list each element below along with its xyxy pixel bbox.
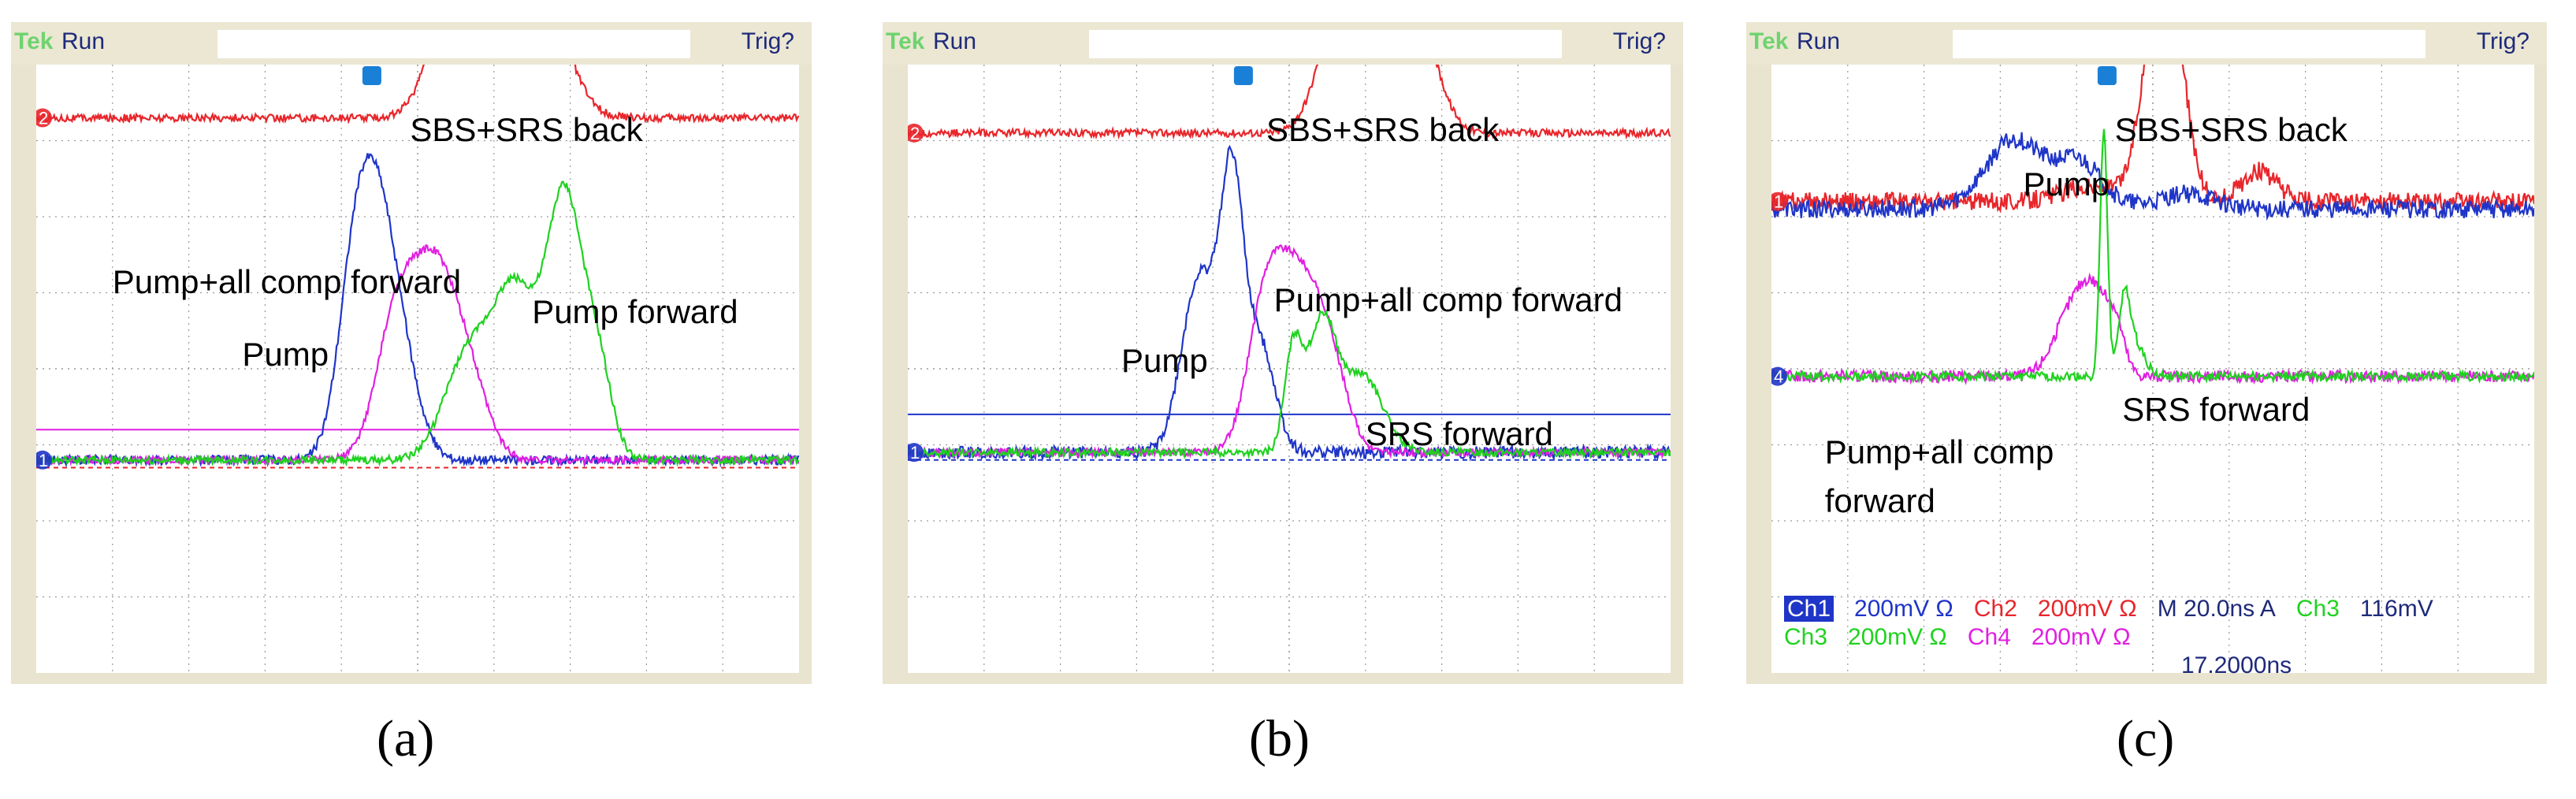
brand-label: Tek xyxy=(1749,28,1789,54)
brand-label: Tek xyxy=(886,28,925,54)
channel-marker-number: 1 xyxy=(1774,192,1783,212)
channel-marker: 2 xyxy=(36,109,52,128)
trigger-position-bar xyxy=(217,30,690,58)
channel-marker-badge xyxy=(36,108,52,128)
annotation-label: forward xyxy=(1824,481,1935,519)
trigger-marker-box xyxy=(2097,66,2117,85)
channel-marker-number: 4 xyxy=(1774,367,1783,387)
trigger-marker-box xyxy=(1233,66,1253,85)
trigger-position-bar xyxy=(1089,30,1562,58)
annotation-label: SRS forward xyxy=(2122,390,2310,428)
annotation-label: Pump forward xyxy=(532,293,738,331)
panel-caption: (c) xyxy=(2117,710,2175,767)
channel-marker-number: 1 xyxy=(39,451,48,470)
channel-marker-badge xyxy=(1771,191,1787,211)
channel-marker: 1 xyxy=(1771,192,1787,212)
channel-marker-badge xyxy=(908,443,924,463)
scope-header: Tek Run Trig? xyxy=(1746,22,2547,65)
annotation-label: SBS+SRS back xyxy=(1266,110,1500,148)
annotation-label: Pump xyxy=(2023,165,2110,203)
trigger-marker xyxy=(1233,66,1253,85)
series-line-ch2 xyxy=(908,65,1671,140)
timebase-readout: M 20.0ns A xyxy=(2157,596,2276,622)
run-status: Run xyxy=(61,28,106,54)
series-line-ch3 xyxy=(1771,128,2534,385)
run-status: Run xyxy=(1797,28,1841,54)
ch2-label: Ch2 xyxy=(1973,596,2017,622)
annotation-label: Pump xyxy=(1121,342,1208,380)
channel-marker-number: 2 xyxy=(39,109,48,128)
annotation-label: Pump+all comp forward xyxy=(1273,281,1623,318)
series-line-ch3 xyxy=(36,180,799,467)
waveform-plot: 21 xyxy=(908,65,1671,673)
trigger-status: Trig? xyxy=(741,28,794,54)
series-line-ch3 xyxy=(908,309,1671,460)
annotation-label: Pump+all comp forward xyxy=(112,262,462,300)
panel-caption: (a) xyxy=(377,710,435,767)
ch4-scale: 200mV Ω xyxy=(2031,624,2131,650)
channel-marker: 4 xyxy=(1771,367,1787,387)
series-line-ch2 xyxy=(36,65,799,124)
annotation-label: Pump+all comp xyxy=(1824,433,2054,470)
brand-label: Tek xyxy=(14,28,54,54)
trigger-status: Trig? xyxy=(1612,28,1666,54)
scope-header: Tek Run Trig? xyxy=(883,22,1683,65)
run-status: Run xyxy=(933,28,977,54)
series-line-ch1 xyxy=(1771,132,2534,221)
series-line-ch4 xyxy=(908,244,1671,459)
waveform-plot: 21 xyxy=(36,65,799,673)
annotation-label: SRS forward xyxy=(1365,414,1553,452)
annotation-label: Pump xyxy=(242,336,329,373)
trigger-source: Ch3 xyxy=(2295,596,2340,622)
trigger-position-bar xyxy=(1953,30,2425,58)
scope-header: Tek Run Trig? xyxy=(11,22,812,65)
channel-marker: 1 xyxy=(908,443,924,463)
annotation-label: SBS+SRS back xyxy=(410,110,643,148)
channel-marker-number: 1 xyxy=(910,443,920,463)
channel-marker: 1 xyxy=(36,451,52,470)
ch4-label: Ch4 xyxy=(1967,624,2011,650)
channel-marker-badge xyxy=(1771,366,1787,386)
ch1-scale: 200mV Ω xyxy=(1854,596,1953,622)
annotation-label: SBS+SRS back xyxy=(2114,110,2347,148)
trigger-status: Trig? xyxy=(2476,28,2530,54)
waveform-plot: 14 xyxy=(1771,65,2534,673)
channel-marker-number: 2 xyxy=(910,124,920,143)
channel-marker-badge xyxy=(908,123,924,143)
ch3-label: Ch3 xyxy=(1784,624,1828,650)
trigger-offset-value: 17.2000ns xyxy=(2181,652,2292,678)
ch2-scale: 200mV Ω xyxy=(2037,596,2137,622)
trigger-level: 116mV xyxy=(2359,596,2433,622)
channel-readout-row-2: Ch3 200mV Ω Ch4 200mV Ω xyxy=(1784,624,2151,651)
channel-marker-badge xyxy=(36,450,52,470)
trigger-marker-box xyxy=(362,66,381,85)
panel-caption: (b) xyxy=(1249,710,1310,767)
trigger-offset-readout: 17.2000ns xyxy=(2181,652,2312,679)
trigger-marker xyxy=(2097,66,2117,85)
channel-readout-row-1: Ch1 200mV Ω Ch2 200mV Ω M 20.0ns A Ch3 116mV xyxy=(1784,596,2454,622)
ch3-scale: 200mV Ω xyxy=(1848,624,1947,650)
trigger-marker xyxy=(362,66,381,85)
channel-marker: 2 xyxy=(908,124,924,143)
ch1-label: Ch1 xyxy=(1784,596,1834,622)
